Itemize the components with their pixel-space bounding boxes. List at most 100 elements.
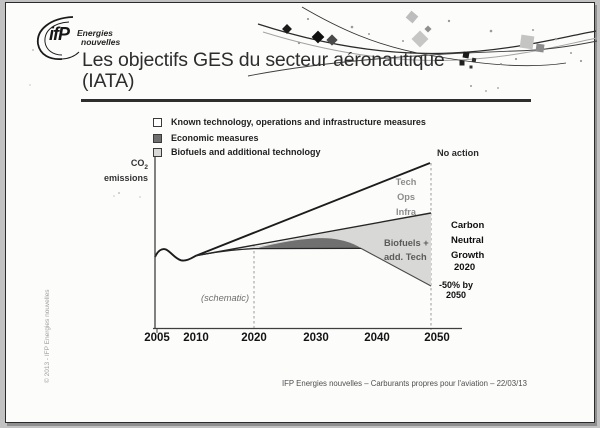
- logo-subtitle-line2: nouvelles: [81, 37, 121, 47]
- annotation-biofuels-line1: Biofuels +: [384, 238, 429, 248]
- decoration-curve: [301, 6, 567, 67]
- cng-flat-line: [195, 247, 362, 257]
- speck: [447, 19, 451, 23]
- decoration-square: [459, 60, 465, 66]
- legend-item-economic: Economic measures: [153, 133, 259, 143]
- speck: [579, 59, 583, 63]
- title-underline: [81, 99, 531, 102]
- scan-noise: [29, 49, 141, 198]
- decoration-square: [405, 10, 419, 24]
- annotation-no-action: No action: [437, 148, 479, 158]
- speck: [470, 85, 472, 87]
- legend-swatch-economic-icon: [153, 133, 162, 143]
- decoration-square: [462, 51, 470, 59]
- legend-swatch-biofuels-icon: [153, 147, 162, 157]
- annotation-biofuels: Biofuels + add. Tech: [384, 237, 429, 264]
- x-tick-2030: 2030: [303, 332, 329, 344]
- decoration-square: [535, 43, 545, 53]
- annotation-neutral: Neutral: [451, 235, 484, 246]
- slide-footer: IFP Energies nouvelles – Carburants prop…: [282, 379, 527, 388]
- decline-line: [360, 247, 432, 287]
- speck: [32, 49, 34, 51]
- speck: [387, 57, 391, 61]
- emissions-chart-graphics: [153, 150, 462, 333]
- x-tick-2020: 2020: [241, 332, 267, 344]
- speck: [514, 57, 518, 61]
- y-axis-label-main: CO: [130, 158, 145, 168]
- header-decoration: [247, 6, 598, 92]
- speck: [554, 37, 558, 41]
- decoration-square: [469, 65, 473, 69]
- ifp-logo-arcs: [37, 16, 80, 60]
- speck: [297, 41, 301, 45]
- annotation-2020: 2020: [454, 262, 476, 273]
- y-axis-label-rest: emissions: [103, 173, 148, 184]
- annotation-ops: Ops: [397, 192, 415, 202]
- page-title-line2: (IATA): [82, 70, 135, 92]
- logo-subtitle-line1: Energies: [77, 28, 113, 38]
- annotation-biofuels-line2: add. Tech: [384, 251, 427, 262]
- page-title-line1: Les objectifs GES du secteur aéronautiqu…: [82, 49, 445, 71]
- speck: [532, 29, 534, 31]
- annotation-carbon: Carbon: [451, 220, 485, 231]
- speck: [497, 87, 499, 89]
- decoration-square: [411, 30, 429, 48]
- page-title: Les objectifs GES du secteur aéronautiqu…: [82, 50, 522, 92]
- speck: [340, 55, 342, 57]
- decoration-square: [471, 57, 477, 63]
- no-action-line: [154, 162, 431, 262]
- speck: [29, 84, 31, 86]
- annotation-minus50-target: -50% by 2050: [439, 280, 473, 300]
- decoration-square: [519, 34, 535, 50]
- legend-item-known-tech: Known technology, operations and infrast…: [153, 117, 426, 127]
- x-tick-2005: 2005: [144, 332, 170, 344]
- speck: [489, 29, 493, 33]
- logo-arc: [37, 16, 74, 60]
- decoration-curve: [262, 31, 598, 61]
- decoration-square: [424, 25, 432, 33]
- economic-measures-area: [259, 238, 361, 249]
- speck: [350, 25, 354, 29]
- y-axis-label: CO2 emissions: [95, 158, 148, 185]
- annotation-tech: Tech: [395, 177, 417, 187]
- speck: [113, 195, 115, 197]
- logo-arc: [61, 51, 80, 60]
- speck: [118, 192, 120, 194]
- copyright-vertical: © 2013 - IFP Energies nouvelles: [44, 289, 51, 383]
- legend-item-biofuels: Biofuels and additional technology: [153, 147, 321, 157]
- decoration-square: [311, 30, 325, 44]
- speck: [500, 63, 502, 65]
- x-tick-2040: 2040: [364, 332, 390, 344]
- biofuels-area: [239, 213, 431, 286]
- legend-label: Biofuels and additional technology: [171, 147, 321, 157]
- speck: [306, 17, 310, 21]
- annotation-schematic: (schematic): [201, 293, 250, 303]
- legend-swatch-known-tech-icon: [153, 117, 162, 127]
- annotation-carbon-neutral-growth: Carbon Neutral Growth 2020: [451, 218, 484, 275]
- legend-label: Known technology, operations and infrast…: [171, 117, 426, 127]
- decoration-square: [326, 34, 338, 46]
- x-axis-ticks: 2005 2010 2020 2030 2040 2050: [0, 332, 600, 346]
- speck: [485, 90, 487, 92]
- annotation-growth: Growth: [451, 250, 485, 261]
- speck: [368, 33, 370, 35]
- logo-brand-text: ifP: [49, 24, 70, 44]
- x-tick-2050: 2050: [424, 332, 450, 344]
- annotation-tech-ops-infra: Tech Ops Infra: [388, 175, 424, 220]
- decoration-specks: [297, 17, 583, 92]
- decoration-squares: [282, 10, 545, 69]
- decoration-square: [282, 24, 292, 34]
- known-tech-line: [195, 212, 432, 257]
- logo-arc: [44, 21, 70, 56]
- speck: [139, 196, 141, 198]
- legend-label: Economic measures: [171, 133, 259, 143]
- x-tick-2010: 2010: [183, 332, 209, 344]
- slide-paper-frame: [5, 2, 595, 423]
- decoration-curve: [247, 40, 598, 77]
- annotation-infra: Infra: [396, 207, 416, 217]
- annotation-minus50-line1: -50% by: [439, 280, 474, 290]
- annotation-minus50-line2: 2050: [446, 290, 467, 300]
- y-axis-label-sub: 2: [144, 163, 148, 171]
